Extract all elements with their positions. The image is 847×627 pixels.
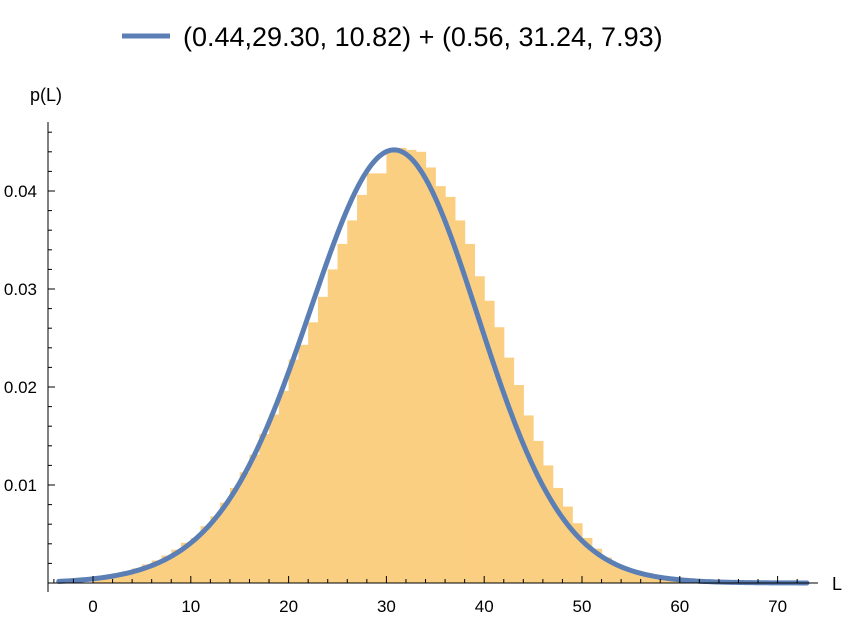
histogram-bar — [660, 579, 671, 583]
histogram-bar — [298, 344, 309, 583]
histogram-bar — [542, 465, 554, 583]
histogram-bar — [630, 573, 642, 583]
axes: 0 10 20 30 40 50 60 70 0.01 0.02 0.03 0.04 L p(L) — [4, 85, 842, 616]
histogram-bar — [552, 487, 564, 583]
histogram-bar — [562, 506, 573, 583]
histogram-bar — [464, 243, 476, 584]
x-tick-label: 50 — [573, 597, 592, 616]
x-ticks: 0 10 20 30 40 50 60 70 — [53, 576, 798, 616]
histogram-bar — [376, 173, 387, 584]
y-ticks: 0.01 0.02 0.03 0.04 — [4, 131, 55, 564]
histogram-bar — [386, 151, 397, 584]
histogram-bar — [640, 576, 652, 583]
histogram-bar — [141, 564, 153, 583]
x-axis-label: L — [832, 574, 842, 594]
histogram-bar — [239, 472, 251, 583]
histogram-bar — [572, 523, 583, 583]
x-tick-label: 20 — [279, 597, 298, 616]
histogram-bar — [454, 220, 466, 583]
histogram-bar — [347, 220, 358, 583]
histogram-bar — [474, 276, 485, 583]
y-tick-label: 0.02 — [4, 378, 37, 397]
histogram-bar — [405, 149, 417, 583]
histogram-bar — [288, 359, 299, 583]
histogram-bar — [337, 243, 348, 584]
y-tick-label: 0.03 — [4, 280, 37, 299]
histogram-bar — [601, 557, 612, 583]
legend-label: (0.44,29.30, 10.82) + (0.56, 31.24, 7.93… — [183, 22, 663, 52]
histogram-bar — [171, 549, 182, 583]
histogram-bar — [533, 440, 544, 583]
y-tick-label: 0.01 — [4, 476, 37, 495]
histogram-bar — [366, 173, 378, 584]
histogram-bar — [210, 516, 221, 583]
x-tick-label: 0 — [88, 597, 97, 616]
histogram-bar — [591, 548, 603, 583]
histogram-bar — [259, 434, 270, 583]
x-tick-label: 40 — [475, 597, 494, 616]
y-tick-label: 0.04 — [4, 182, 37, 201]
x-tick-label: 60 — [670, 597, 689, 616]
histogram-bar — [249, 454, 260, 583]
histogram-bar — [425, 167, 436, 584]
y-axis-label: p(L) — [30, 85, 62, 105]
histogram-bar — [200, 526, 211, 583]
x-tick-label: 10 — [181, 597, 200, 616]
histogram-bar — [181, 542, 192, 583]
fit-curve — [56, 147, 810, 586]
histogram-bar — [161, 555, 172, 583]
histogram-bar — [132, 568, 143, 583]
histogram-bar — [190, 537, 202, 583]
histogram-bar — [503, 357, 515, 583]
histogram-bar — [415, 151, 427, 584]
histogram-bar — [112, 573, 123, 583]
histogram-bar — [650, 578, 661, 583]
histogram-bar — [396, 147, 407, 583]
histogram-bar — [357, 194, 368, 584]
histogram-bar — [621, 569, 632, 583]
histogram-bar — [523, 415, 534, 583]
histogram-bar — [611, 564, 622, 583]
histogram-bar — [493, 327, 505, 583]
histogram-bar — [229, 487, 241, 583]
histogram-bar — [513, 385, 524, 583]
histogram-bar — [151, 560, 163, 583]
histogram-bar — [122, 571, 133, 583]
histogram-bar — [484, 300, 495, 583]
histogram-bar — [435, 186, 446, 583]
x-tick-label: 30 — [377, 597, 396, 616]
histogram-bars — [93, 147, 798, 584]
histogram-bar — [445, 196, 456, 583]
histogram-bar — [317, 296, 329, 583]
histogram-bar — [220, 502, 231, 583]
legend: (0.44,29.30, 10.82) + (0.56, 31.24, 7.93… — [122, 22, 663, 52]
histogram-bar — [582, 537, 593, 583]
histogram-bar — [269, 414, 280, 583]
histogram-bar — [308, 322, 319, 583]
histogram-bar — [327, 269, 339, 583]
x-tick-label: 70 — [768, 597, 787, 616]
histogram-bar — [278, 390, 290, 583]
